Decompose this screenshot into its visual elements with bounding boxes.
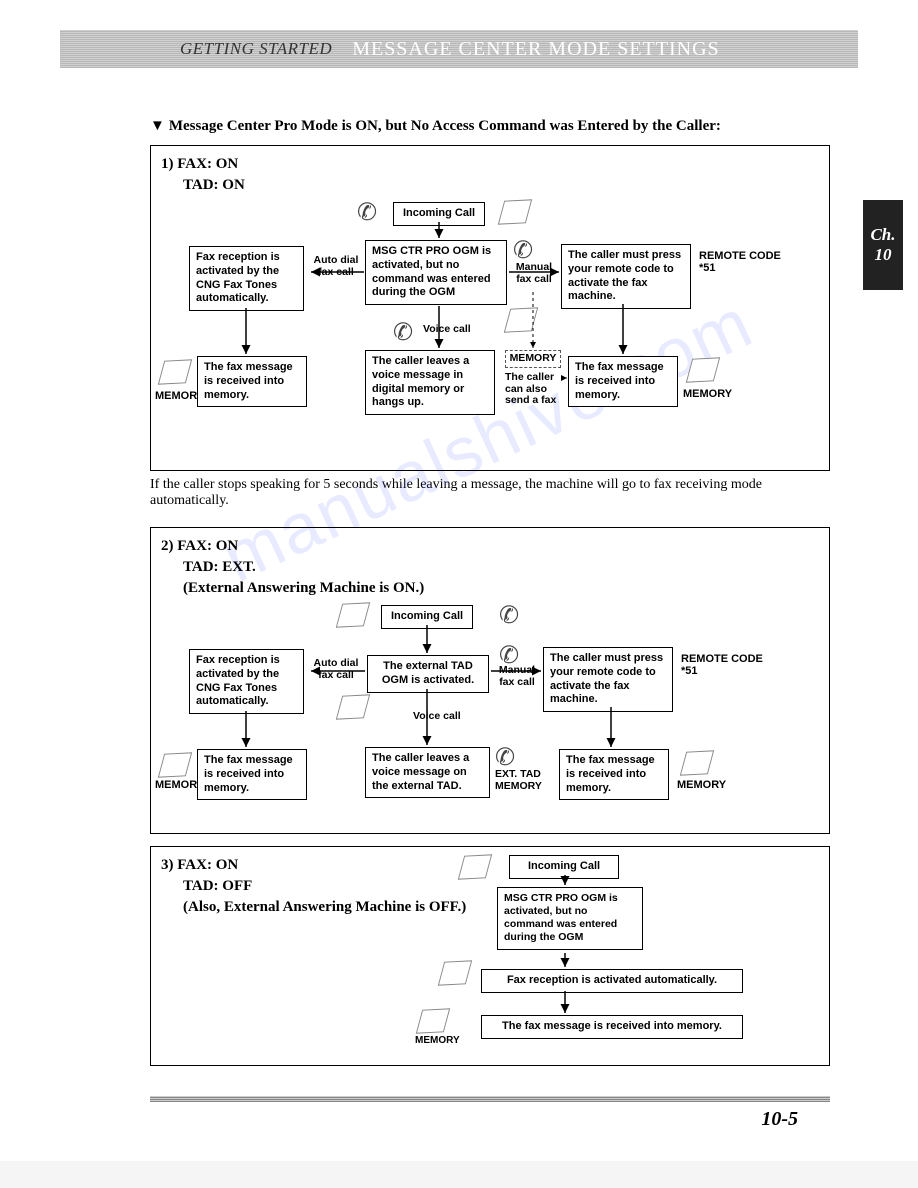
s1-line1: 1) FAX: ON	[161, 154, 819, 175]
s1-line2: TAD: ON	[161, 175, 819, 196]
fax-received2-box: The fax message is received into memory.	[568, 356, 678, 407]
fax-reception-box: Fax reception is activated automatically…	[481, 969, 743, 993]
memory2-label: MEMORY	[677, 779, 726, 791]
ogm-box: MSG CTR PRO OGM is activated, but no com…	[365, 240, 507, 305]
fax-received2-box: The fax message is received into memory.	[559, 749, 669, 800]
fax-received-box: The fax message is received into memory.	[481, 1015, 743, 1039]
auto-dial-label: Auto dial fax call	[311, 255, 361, 278]
chapter-tab: Ch. 10	[863, 200, 903, 290]
fax-received-box: The fax message is received into memory.	[197, 749, 307, 800]
memory-dashed-label: MEMORY	[505, 350, 561, 368]
ogm-box: MSG CTR PRO OGM is activated, but no com…	[497, 887, 643, 950]
header-section: GETTING STARTED	[180, 39, 332, 59]
manual-label: Manual fax call	[513, 262, 555, 285]
s2-line3: (External Answering Machine is ON.)	[161, 578, 819, 599]
memory-label: MEMORY	[415, 1035, 460, 1046]
fax-reception-box: Fax reception is activated by the CNG Fa…	[189, 649, 304, 714]
caller-press-box: The caller must press your remote code t…	[561, 244, 691, 309]
remote-code-label: REMOTE CODE *51	[699, 250, 781, 274]
caller-press-box: The caller must press your remote code t…	[543, 647, 673, 712]
document-icon	[680, 750, 714, 775]
page-number: 10-5	[60, 1108, 798, 1131]
incoming-call-box: Incoming Call	[393, 202, 485, 226]
incoming-call-box: Incoming Call	[381, 605, 473, 629]
fax-reception-box: Fax reception is activated by the CNG Fa…	[189, 246, 304, 311]
scenario-2: 2) FAX: ON TAD: EXT. (External Answering…	[150, 527, 830, 834]
phone-icon	[393, 318, 413, 347]
auto-dial-label: Auto dial fax call	[311, 658, 361, 681]
page-header: GETTING STARTED MESSAGE CENTER MODE SETT…	[60, 30, 858, 68]
scenario-1: 1) FAX: ON TAD: ON Incoming Call Fax rec…	[150, 145, 830, 471]
voice-call-label: Voice call	[423, 324, 471, 336]
scenario1-note: If the caller stops speaking for 5 secon…	[150, 477, 830, 509]
document-icon	[458, 854, 492, 879]
document-icon	[498, 199, 532, 224]
document-icon	[504, 307, 538, 332]
external-ogm-box: The external TAD OGM is activated.	[367, 655, 489, 693]
caller-also-fax-label: The caller can also send a fax	[505, 372, 563, 407]
phone-icon	[499, 601, 519, 630]
manual-label: Manual fax call	[495, 665, 539, 688]
s3-line2: TAD: OFF	[161, 876, 479, 897]
ext-tad-memory-label: EXT. TAD MEMORY	[495, 769, 551, 792]
s3-line3: (Also, External Answering Machine is OFF…	[161, 897, 479, 918]
document-icon	[336, 694, 370, 719]
remote-code-label: REMOTE CODE *51	[681, 653, 763, 677]
document-icon	[158, 752, 192, 777]
phone-icon	[357, 198, 377, 227]
s3-line1: 3) FAX: ON	[161, 855, 479, 876]
incoming-call-box: Incoming Call	[509, 855, 619, 879]
document-icon	[686, 357, 720, 382]
s2-line2: TAD: EXT.	[161, 557, 819, 578]
caller-leaves-box: The caller leaves a voice message on the…	[365, 747, 490, 798]
s2-line1: 2) FAX: ON	[161, 536, 819, 557]
scenario-3: 3) FAX: ON TAD: OFF (Also, External Answ…	[150, 846, 830, 1066]
document-icon	[158, 359, 192, 384]
section-title: ▼Message Center Pro Mode is ON, but No A…	[150, 118, 830, 135]
caller-leaves-box: The caller leaves a voice message in dig…	[365, 350, 495, 415]
memory2-label: MEMORY	[683, 388, 732, 400]
footer-rule	[150, 1096, 830, 1102]
document-icon	[336, 602, 370, 627]
fax-received-box: The fax message is received into memory.	[197, 356, 307, 407]
header-title: MESSAGE CENTER MODE SETTINGS	[352, 38, 719, 61]
voice-call-label: Voice call	[413, 711, 461, 723]
